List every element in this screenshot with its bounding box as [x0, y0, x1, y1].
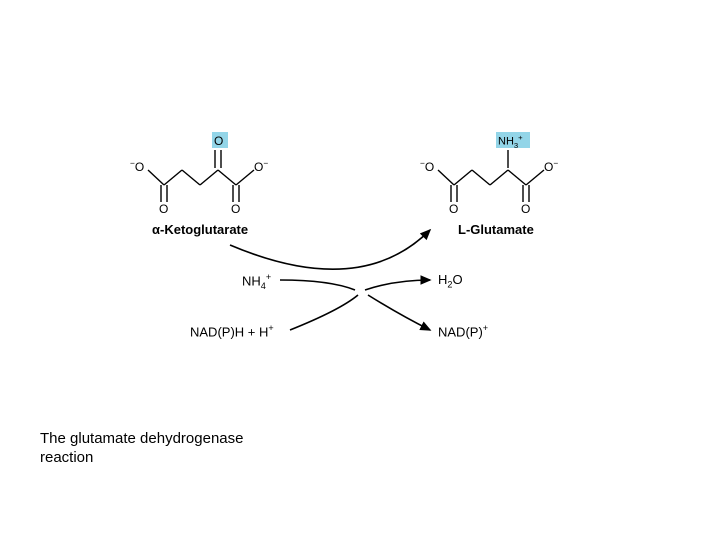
- figure-caption: The glutamate dehydrogenase reaction: [40, 430, 260, 468]
- cofactor-h2o: H2O: [438, 272, 463, 290]
- reaction-diagram: −O O O O O− α-α-KetoglutarateKetoglutara…: [130, 130, 590, 370]
- cofactor-nadp: NAD(P)+: [438, 323, 488, 339]
- cofactor-nh4: NH4+: [242, 272, 271, 291]
- cofactor-nadph: NAD(P)H + H+: [190, 323, 274, 339]
